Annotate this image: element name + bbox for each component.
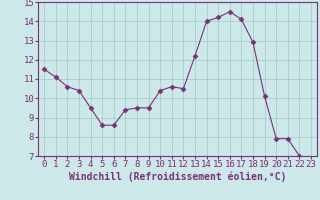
- X-axis label: Windchill (Refroidissement éolien,°C): Windchill (Refroidissement éolien,°C): [69, 172, 286, 182]
